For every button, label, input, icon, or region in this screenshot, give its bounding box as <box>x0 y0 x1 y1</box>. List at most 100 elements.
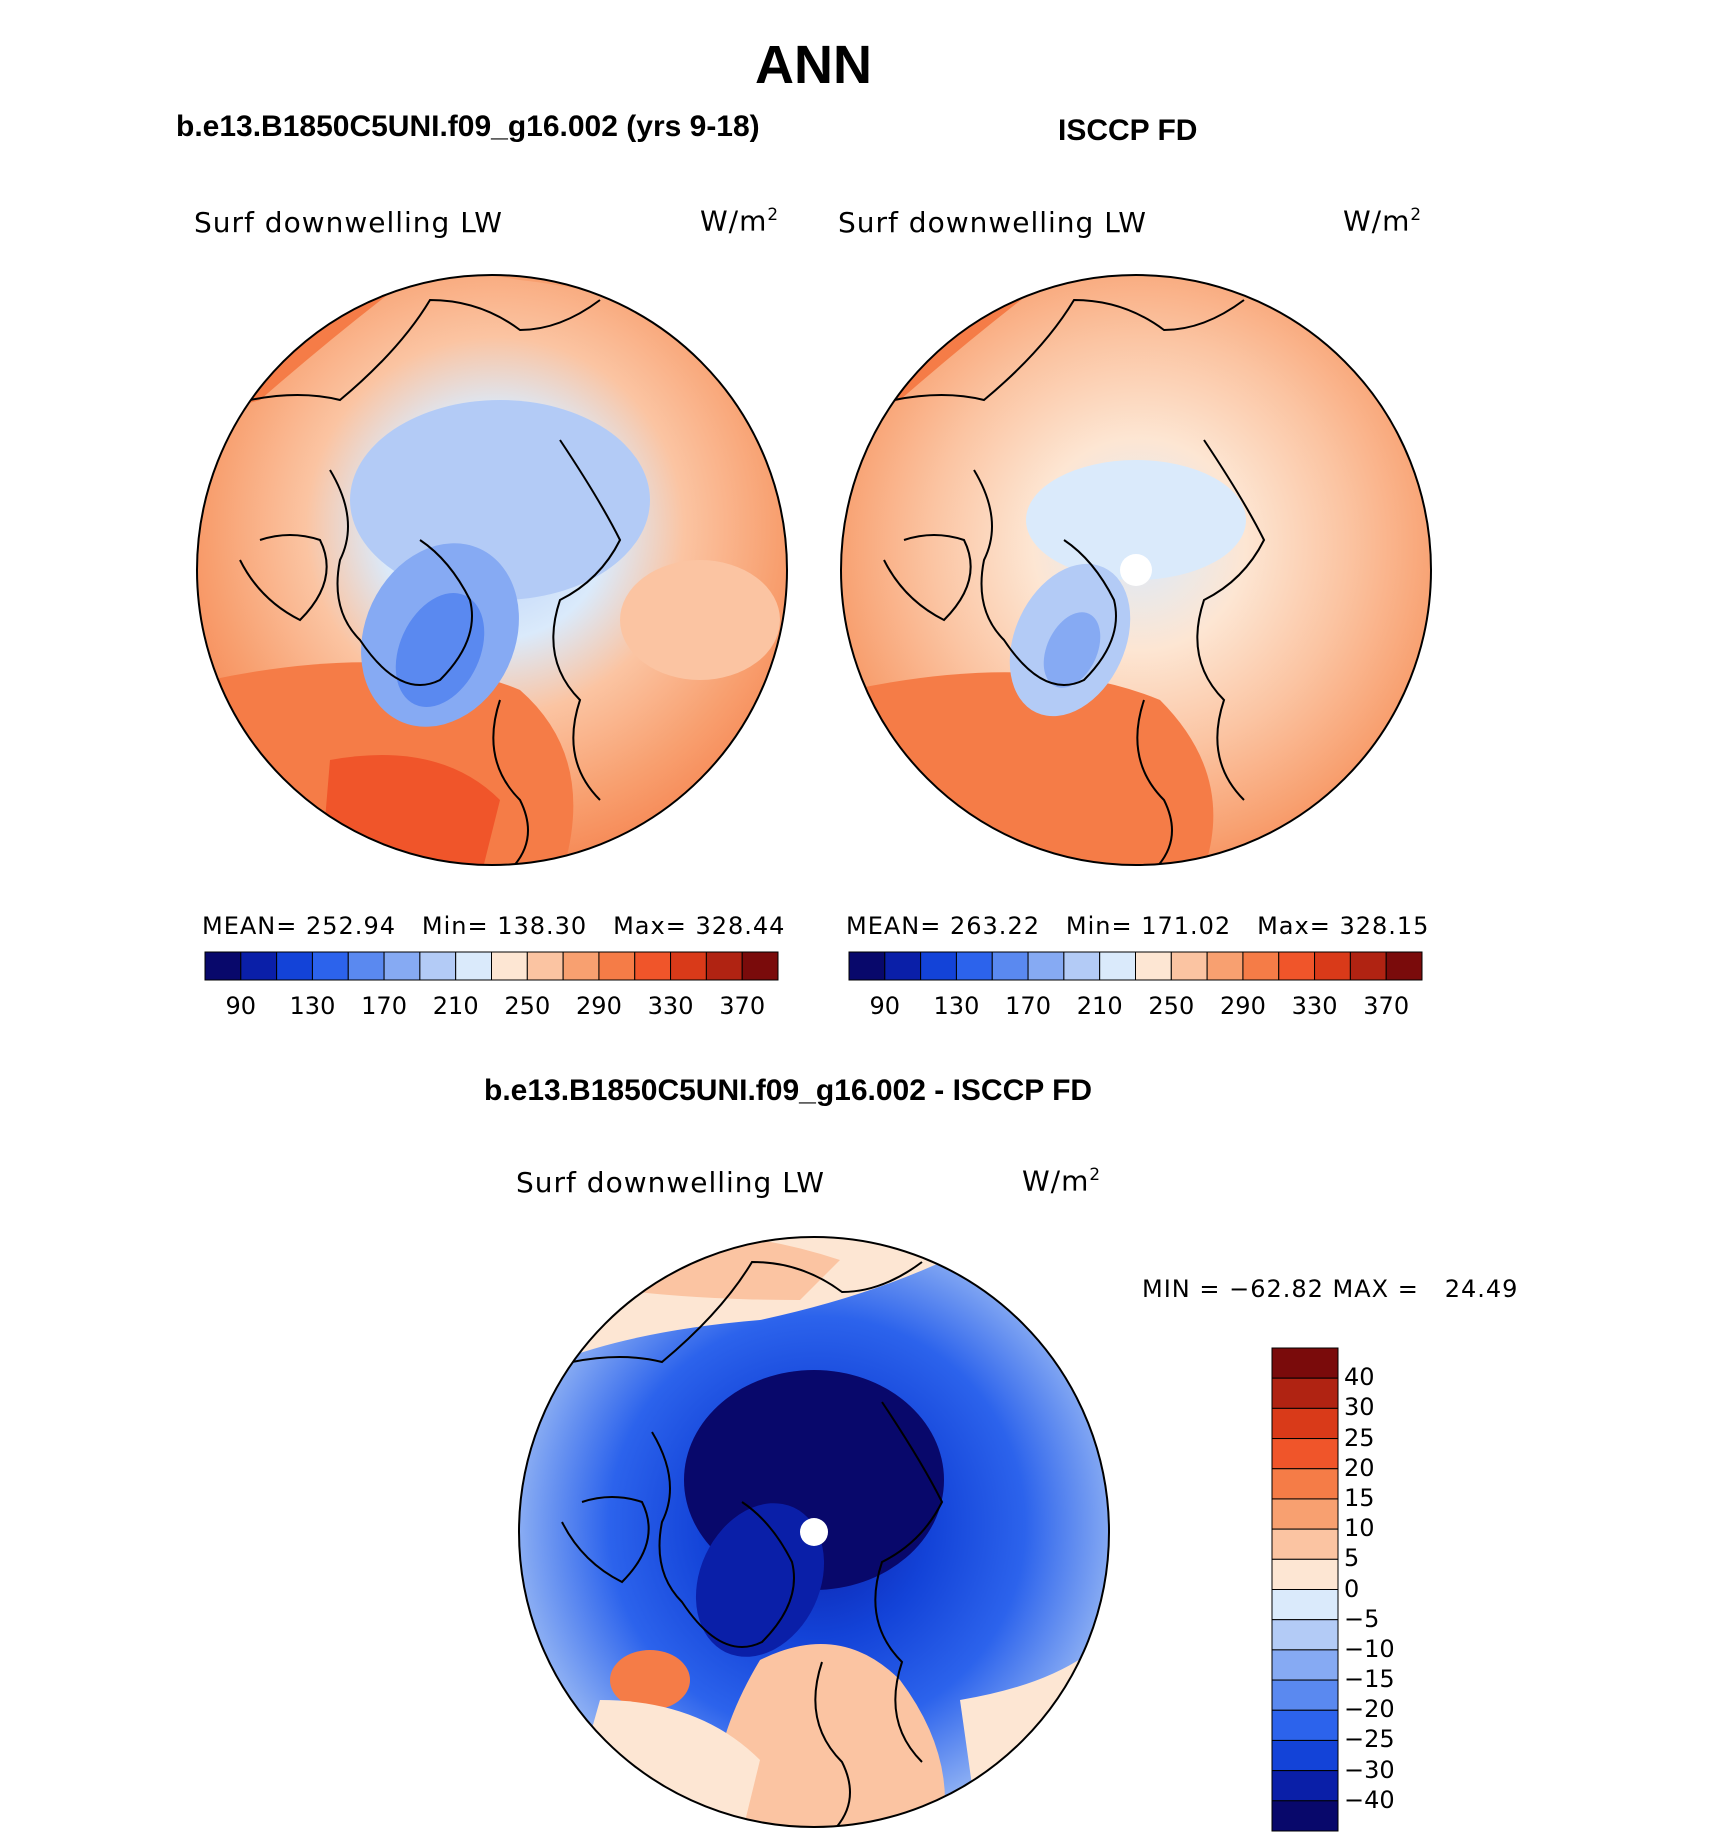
left-colorbar-swatch <box>383 951 421 981</box>
right-colorbar-swatch <box>884 951 922 981</box>
left-colorbar <box>204 951 779 981</box>
right-colorbar-swatch <box>1385 951 1423 981</box>
diff-colorbar-tick-label: −25 <box>1344 1725 1395 1754</box>
diff-colorbar-swatch <box>1271 1739 1339 1772</box>
left-colorbar-swatch <box>455 951 492 981</box>
diff-colorbar-swatch <box>1271 1528 1339 1560</box>
right-colorbar-tick-label: 210 <box>1076 992 1123 1020</box>
left-colorbar-swatch <box>526 951 564 981</box>
right-mean-value: 263.22 <box>950 912 1040 940</box>
left-colorbar-swatch <box>670 951 707 981</box>
panel-right-title: ISCCP FD <box>1058 114 1198 147</box>
right-colorbar-swatch <box>1278 951 1316 981</box>
left-colorbar-swatch <box>276 951 313 981</box>
diff-colorbar-swatch <box>1271 1498 1339 1530</box>
right-colorbar-swatch <box>1063 951 1101 981</box>
right-colorbar-swatch <box>1170 951 1208 981</box>
diff-colorbar-tick-label: −5 <box>1344 1604 1380 1633</box>
right-colorbar-swatch <box>955 951 993 981</box>
left-colorbar-tick-label: 370 <box>719 992 766 1020</box>
right-colorbar <box>848 951 1423 981</box>
diff-colorbar-tick-label: −40 <box>1344 1785 1395 1814</box>
diff-variable-label: Surf downwelling LW <box>516 1166 825 1199</box>
left-colorbar-tick-label: 210 <box>432 992 479 1020</box>
left-colorbar-swatch <box>419 951 457 981</box>
diff-colorbar-tick-label: −10 <box>1344 1634 1395 1663</box>
left-colorbar-swatch <box>598 951 636 981</box>
left-colorbar-swatch <box>634 951 672 981</box>
diff-colorbar-swatch <box>1271 1558 1339 1590</box>
right-colorbar-tick-label: 330 <box>1291 992 1338 1020</box>
left-colorbar-swatch <box>705 951 743 981</box>
diff-colorbar-tick-label: 30 <box>1344 1393 1375 1422</box>
right-stats: MEAN= 263.22 Min= 171.02 Max= 328.15 <box>846 912 1430 940</box>
diff-colorbar-swatch <box>1271 1770 1339 1802</box>
diff-colorbar-swatch <box>1271 1589 1339 1621</box>
right-coastlines <box>883 298 1266 865</box>
diff-colorbar-swatch <box>1271 1377 1339 1409</box>
left-colorbar-tick-label: 250 <box>504 992 551 1020</box>
left-colorbar-tick-label: 170 <box>361 992 407 1020</box>
left-min-value: 138.30 <box>497 912 588 940</box>
right-colorbar-swatch <box>1099 951 1136 981</box>
right-colorbar-tick-label: 290 <box>1220 992 1266 1020</box>
right-pole-mask <box>1120 554 1152 586</box>
left-colorbar-swatch <box>491 951 528 981</box>
diff-map-border <box>518 1236 1110 1828</box>
left-colorbar-tick-label: 330 <box>647 992 694 1020</box>
diff-units-label: W/m2 <box>1022 1164 1102 1198</box>
left-colorbar-swatch <box>204 951 242 981</box>
left-colorbar-swatch <box>311 951 349 981</box>
diff-colorbar-tick-label: −15 <box>1344 1665 1395 1694</box>
diff-colorbar-swatch <box>1271 1438 1339 1470</box>
diff-colorbar-tick-label: 25 <box>1344 1423 1375 1452</box>
diff-colorbar-swatch <box>1271 1468 1339 1500</box>
left-units-label: W/m2 <box>700 204 780 238</box>
right-colorbar-tick-label: 170 <box>1005 992 1051 1020</box>
left-stats: MEAN= 252.94 Min= 138.30 Max= 328.44 <box>202 912 786 940</box>
right-colorbar-swatch <box>920 951 957 981</box>
left-max-value: 328.44 <box>695 912 786 940</box>
right-colorbar-tick-label: 370 <box>1363 992 1410 1020</box>
diff-colorbar-swatch <box>1271 1709 1339 1741</box>
left-colorbar-tick-label: 290 <box>576 992 622 1020</box>
diff-colorbar-swatch <box>1271 1800 1339 1832</box>
right-colorbar-tick-label: 250 <box>1148 992 1195 1020</box>
right-colorbar-tick-label: 90 <box>869 992 901 1020</box>
right-colorbar-swatch <box>1349 951 1387 981</box>
left-map-border <box>196 274 788 866</box>
diff-colorbar-swatch <box>1271 1679 1339 1711</box>
left-polar-map <box>197 275 787 865</box>
diff-colorbar-swatch <box>1271 1619 1339 1651</box>
diff-minmax: MIN = −62.82 MAX = 24.49 <box>1142 1275 1519 1303</box>
left-colorbar-swatch <box>347 951 385 981</box>
right-colorbar-swatch <box>848 951 886 981</box>
left-variable-label: Surf downwelling LW <box>194 206 503 239</box>
diff-colorbar-tick-label: 15 <box>1344 1483 1375 1512</box>
right-colorbar-swatch <box>991 951 1029 981</box>
left-colorbar-swatch <box>562 951 600 981</box>
left-colorbar-swatch <box>741 951 779 981</box>
left-colorbar-swatch <box>240 951 278 981</box>
left-colorbar-tick-label: 90 <box>225 992 257 1020</box>
diff-colorbar-tick-label: −30 <box>1344 1755 1395 1784</box>
figure-title: ANN <box>755 35 872 95</box>
right-colorbar-tick-label: 130 <box>933 992 980 1020</box>
right-min-value: 171.02 <box>1141 912 1232 940</box>
diff-colorbar-tick-label: 40 <box>1344 1363 1375 1392</box>
diff-colorbar-tick-label: 10 <box>1344 1514 1375 1543</box>
right-colorbar-swatch <box>1135 951 1172 981</box>
diff-colorbar-swatch <box>1271 1649 1339 1681</box>
diff-coastlines <box>561 1260 944 1827</box>
right-colorbar-swatch <box>1027 951 1065 981</box>
diff-colorbar-tick-label: 0 <box>1344 1574 1360 1603</box>
left-mean-value: 252.94 <box>306 912 396 940</box>
left-colorbar-tick-label: 130 <box>289 992 336 1020</box>
right-colorbar-swatch <box>1206 951 1244 981</box>
right-variable-label: Surf downwelling LW <box>838 206 1147 239</box>
diff-colorbar <box>1271 1347 1339 1832</box>
right-map-border <box>840 274 1432 866</box>
diff-colorbar-tick-label: −20 <box>1344 1695 1395 1724</box>
left-coastlines <box>239 298 622 865</box>
